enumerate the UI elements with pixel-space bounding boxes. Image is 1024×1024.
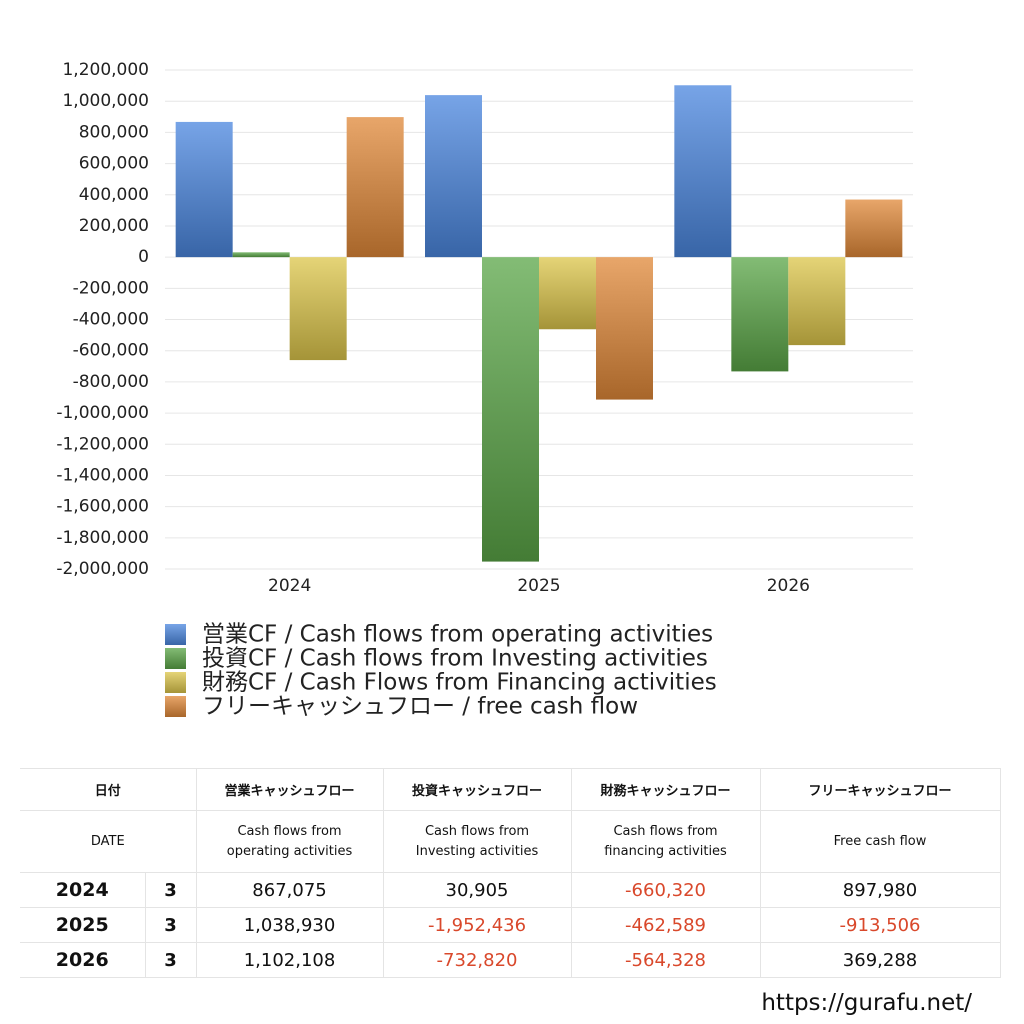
x-tick-label: 2026 — [767, 576, 810, 596]
x-tick-label: 2025 — [517, 576, 560, 596]
y-tick-label: -600,000 — [73, 341, 149, 361]
legend-swatch — [165, 696, 186, 717]
table-cell: Cash flows from operating activities — [195, 810, 384, 873]
x-tick-label: 2024 — [268, 576, 311, 596]
legend-label: フリーキャッシュフロー / free cash flow — [202, 694, 638, 720]
bar — [175, 121, 233, 258]
cell-text: 3 — [144, 942, 197, 978]
cell-text: -564,328 — [570, 942, 761, 978]
y-tick-label: 1,200,000 — [62, 60, 149, 80]
bar — [346, 117, 404, 258]
y-tick-label: -1,400,000 — [56, 465, 149, 485]
header-row: 日付 営業キャッシュフロー 投資キャッシュフロー 財務キャッシュフロー フリーキャッシュ… — [20, 768, 1001, 811]
cell-text: 369,288 — [759, 942, 1001, 978]
y-tick-label: -1,200,000 — [56, 434, 149, 454]
y-tick-label: -200,000 — [73, 278, 149, 298]
cell-text: -462,589 — [570, 907, 761, 943]
cell-text: -1,952,436 — [382, 907, 572, 943]
y-tick-label: -400,000 — [73, 310, 149, 330]
bar — [425, 95, 482, 258]
cell-text: 3 — [144, 907, 197, 943]
cell-text: 2026 — [20, 942, 146, 978]
y-tick-label: 1,000,000 — [62, 91, 149, 111]
chart: 1,200,000 1,000,000 800,000 600,000 400,000 2… — [56, 60, 913, 720]
bar — [539, 257, 596, 330]
cell-text: Cash flows from operating activities — [226, 823, 353, 859]
table-cell: Cash flows from Investing activities — [382, 810, 572, 873]
cell-text: DATE — [20, 810, 197, 873]
y-tick-label: -1,600,000 — [56, 497, 149, 517]
data-table: 日付 営業キャッシュフロー 投資キャッシュフロー 財務キャッシュフロー フリーキャッシュ… — [20, 768, 1001, 978]
data-row: 2026 3 1,102,108 -732,820 -564,328 369,288 — [20, 942, 1001, 978]
cell-text: 投資キャッシュフロー — [382, 768, 572, 811]
y-tick-label: 0 — [138, 247, 149, 267]
site-url: https://gurafu.net/ — [761, 990, 972, 1016]
data-row: 2024 3 867,075 30,905 -660,320 897,980 — [20, 872, 1001, 908]
bar — [845, 199, 903, 258]
legend-label: 投資CF / Cash flows from Investing activit… — [202, 646, 708, 672]
bar — [674, 85, 732, 258]
y-tick-label: 600,000 — [79, 154, 149, 174]
cell-text: 財務キャッシュフロー — [570, 768, 761, 811]
legend-label: 財務CF / Cash Flows from Financing activit… — [202, 670, 717, 696]
bar — [731, 257, 789, 372]
legend-swatch — [165, 648, 186, 669]
bar — [788, 257, 846, 346]
bar — [482, 257, 539, 562]
y-tick-label: 800,000 — [79, 122, 149, 142]
cell-text: フリーキャッシュフロー — [759, 768, 1001, 811]
cell-text: 1,038,930 — [195, 907, 384, 943]
legend-swatch — [165, 672, 186, 693]
cell-text: -913,506 — [759, 907, 1001, 943]
legend-swatch — [165, 624, 186, 645]
cell-text: 2024 — [20, 872, 146, 908]
cell-text: 867,075 — [195, 872, 384, 908]
cell-text: 30,905 — [382, 872, 572, 908]
cell-text: 営業キャッシュフロー — [195, 768, 384, 811]
cell-text: Cash flows from Investing activities — [415, 823, 539, 859]
y-tick-label: -1,800,000 — [56, 528, 149, 548]
bar — [289, 257, 347, 361]
y-tick-label: -800,000 — [73, 372, 149, 392]
cell-text: -732,820 — [382, 942, 572, 978]
bar — [596, 257, 653, 400]
cell-text: -660,320 — [570, 872, 761, 908]
legend-label: 営業CF / Cash flows from operating activit… — [202, 622, 713, 648]
y-tick-label: 400,000 — [79, 185, 149, 205]
table-cell: Free cash flow — [759, 810, 1001, 873]
header-row: DATE Cash flows from operating activities… — [20, 810, 1001, 873]
cell-text: 2025 — [20, 907, 146, 943]
cell-text: 3 — [144, 872, 197, 908]
cell-text: Free cash flow — [833, 833, 927, 849]
y-tick-label: -2,000,000 — [56, 559, 149, 579]
table-cell: Cash flows from financing activities — [570, 810, 761, 873]
y-tick-label: -1,000,000 — [56, 403, 149, 423]
data-row: 2025 3 1,038,930 -1,952,436 -462,589 -913,506 — [20, 907, 1001, 943]
cell-text: 897,980 — [759, 872, 1001, 908]
cell-text: 1,102,108 — [195, 942, 384, 978]
cell-text: Cash flows from financing activities — [604, 823, 727, 859]
bar — [232, 252, 290, 258]
y-tick-label: 200,000 — [79, 216, 149, 236]
cell-text: 日付 — [20, 768, 197, 811]
